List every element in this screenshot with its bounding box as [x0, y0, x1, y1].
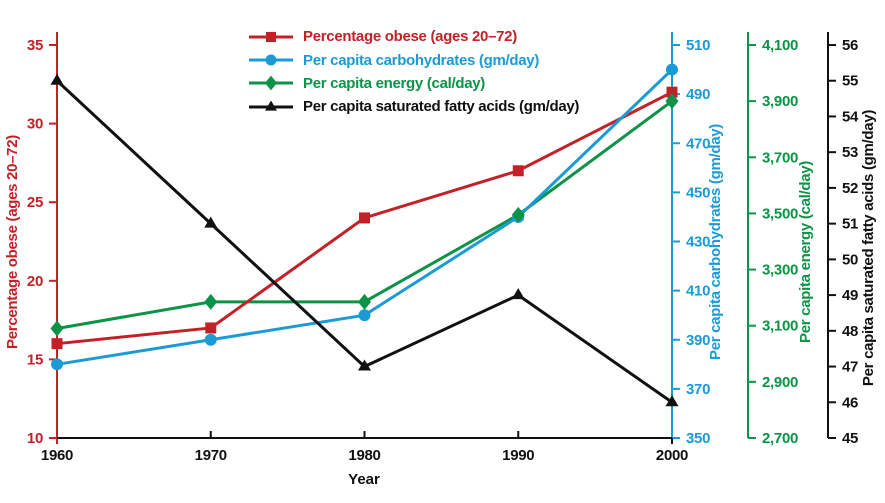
obese-tick-label: 15 [27, 351, 43, 368]
energy-tick-label: 3,700 [762, 149, 798, 166]
axis-title-carbs: Per capita carbohydrates (gm/day) [707, 123, 724, 361]
legend-marker-shape [265, 54, 277, 66]
data-point-satfat [665, 395, 679, 407]
legend-item-carbs: Per capita carbohydrates (gm/day) [248, 48, 579, 71]
carbs-tick-label: 490 [686, 86, 710, 103]
obese-tick-label: 10 [27, 430, 43, 447]
satfat-tick-label: 54 [842, 108, 859, 125]
legend-label-energy: Per capita energy (cal/day) [303, 74, 485, 92]
legend-marker-shape [265, 76, 277, 91]
legend-marker-circle-icon [249, 54, 293, 66]
data-point-energy [665, 93, 679, 110]
energy-tick-label: 3,500 [762, 205, 798, 222]
energy-tick-label: 3,100 [762, 318, 798, 335]
data-point-obese [205, 322, 217, 334]
satfat-tick-label: 51 [842, 216, 858, 233]
axis-title-year: Year [348, 471, 380, 488]
legend-label-obese: Percentage obese (ages 20–72) [303, 28, 517, 46]
energy-tick-label: 2,900 [762, 374, 798, 391]
data-point-carbs [358, 309, 371, 322]
data-point-carbs [204, 333, 217, 346]
legend-item-obese: Percentage obese (ages 20–72) [248, 25, 579, 48]
data-point-energy [50, 320, 64, 337]
satfat-tick-label: 48 [842, 323, 858, 340]
x-tick-label: 1970 [195, 447, 227, 464]
data-point-carbs [51, 358, 63, 371]
satfat-tick-label: 49 [842, 287, 858, 304]
energy-tick-label: 3,300 [762, 262, 798, 279]
carbs-tick-label: 470 [686, 135, 710, 152]
carbs-tick-label: 450 [686, 184, 710, 201]
x-tick-label: 2000 [656, 447, 688, 464]
data-point-satfat [511, 288, 525, 300]
energy-tick-label: 3,900 [762, 93, 798, 110]
data-point-energy [358, 293, 371, 310]
series-line-satfat [55, 79, 673, 404]
data-point-obese [51, 338, 63, 350]
data-point-energy [204, 293, 218, 310]
legend-item-energy: Per capita energy (cal/day) [248, 72, 579, 95]
obese-tick-label: 20 [27, 273, 43, 290]
satfat-tick-label: 47 [842, 359, 858, 376]
x-tick-label: 1990 [502, 447, 534, 464]
axis-title-satfat: Per capita saturated fatty acids (gm/day… [860, 109, 877, 387]
data-point-carbs [666, 63, 678, 76]
legend-marker-square-icon [249, 31, 293, 42]
legend-marker-triangle-icon [249, 100, 293, 111]
legend-marker-diamond-icon [249, 76, 293, 91]
data-point-satfat [204, 216, 218, 228]
legend-item-satfat: Per capita saturated fatty acids (gm/day… [248, 95, 579, 118]
satfat-tick-label: 50 [842, 251, 858, 268]
carbs-tick-label: 350 [686, 430, 710, 447]
carbs-tick-label: 370 [686, 381, 710, 398]
axis-title-energy: Per capita energy (cal/day) [797, 161, 814, 343]
energy-tick-label: 4,100 [762, 37, 798, 54]
data-point-obese [666, 86, 678, 98]
carbs-tick-label: 510 [686, 37, 710, 54]
x-tick-label: 1980 [348, 447, 380, 464]
carbs-tick-label: 390 [686, 332, 710, 349]
satfat-tick-label: 45 [842, 430, 858, 447]
legend-label-satfat: Per capita saturated fatty acids (gm/day… [303, 98, 580, 116]
legend-label-carbs: Per capita carbohydrates (gm/day) [303, 51, 540, 69]
energy-tick-label: 2,700 [762, 430, 798, 447]
carbs-tick-label: 410 [686, 283, 710, 300]
axis-title-obese: Percentage obese (ages 20–72) [4, 135, 21, 349]
x-tick-label: 1960 [41, 447, 73, 464]
satfat-tick-label: 56 [842, 37, 858, 54]
data-point-satfat [50, 73, 64, 85]
data-point-energy [511, 206, 525, 223]
satfat-tick-label: 46 [842, 394, 858, 411]
obese-tick-label: 30 [27, 116, 43, 133]
legend: Percentage obese (ages 20–72) Per capita… [248, 25, 579, 119]
obese-tick-label: 25 [27, 194, 43, 211]
satfat-tick-label: 52 [842, 180, 858, 197]
carbs-tick-label: 430 [686, 234, 710, 251]
legend-marker-shape [265, 100, 277, 111]
data-point-obese [359, 212, 370, 224]
data-point-satfat [358, 359, 371, 371]
legend-marker-shape [265, 31, 277, 42]
obese-tick-label: 35 [27, 37, 43, 54]
satfat-tick-label: 53 [842, 144, 858, 161]
satfat-tick-label: 55 [842, 73, 858, 90]
data-point-obese [512, 165, 524, 177]
